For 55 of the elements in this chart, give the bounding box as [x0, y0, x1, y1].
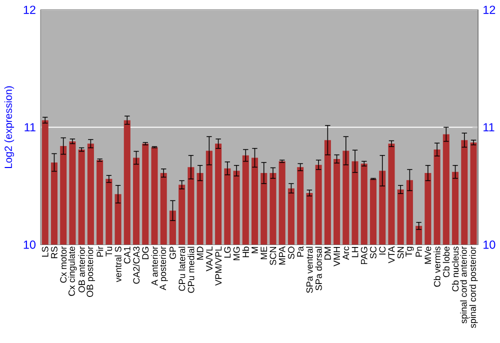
- x-tick-label: SCN: [270, 247, 276, 266]
- x-tick-label: IC: [379, 246, 386, 255]
- x-tick-label: CPu medial: [188, 247, 194, 294]
- x-tick-label: Cb nucleus: [452, 246, 459, 292]
- y-tick-label: 11: [24, 123, 36, 132]
- x-tick-label: Cb lobe: [442, 246, 450, 278]
- x-tick-label: Pa: [297, 246, 304, 257]
- x-tick-label: RS: [51, 246, 58, 258]
- x-tick-label: CA2/CA3: [132, 246, 140, 284]
- y2-tick-label: 12: [484, 6, 496, 14]
- x-tick-label: Cb vermis: [434, 246, 440, 287]
- x-tick-label: LH: [352, 247, 358, 258]
- x-tick-label: spinal cord anterior: [460, 246, 469, 324]
- x-tick-label: ME: [260, 246, 268, 260]
- x-tick-label: Tg: [406, 247, 414, 257]
- x-tick-label: Arc: [342, 246, 350, 260]
- x-tick-label: LG: [224, 247, 231, 258]
- x-tick-label: MD: [196, 246, 204, 260]
- x-tick-label: MVe: [424, 246, 432, 264]
- y-tick-label: 10: [24, 240, 36, 250]
- y-tick-label: 12: [24, 6, 36, 14]
- x-tick-label: SN: [397, 247, 404, 259]
- x-tick-label: VPM/VPL: [214, 246, 222, 286]
- x-tick-label: SO: [288, 246, 294, 260]
- x-tick-label: PAG: [360, 247, 368, 264]
- x-tick-label: VTA: [388, 246, 395, 264]
- y2-tick-label: 10: [484, 240, 496, 250]
- x-tick-label: CPu lateral: [178, 247, 186, 292]
- x-tick-label: LS: [42, 246, 48, 257]
- x-tick-label: Pir: [96, 246, 104, 257]
- x-tick-label: OB posterior: [86, 246, 95, 298]
- x-tick-label: Cx cingulate: [68, 246, 77, 296]
- x-tick-label: Pn: [416, 247, 422, 257]
- x-tick-label: A posterior: [159, 246, 168, 290]
- x-tick-label: SPa ventral: [306, 247, 313, 294]
- x-tick-label: CA1: [124, 246, 130, 264]
- x-tick-label: VA/VL: [206, 246, 213, 272]
- x-tick-label: ventral S: [114, 246, 122, 282]
- x-tick-label: GP: [170, 246, 176, 260]
- x-tick-label: Hb: [242, 246, 249, 258]
- x-tick-label: spinal cord posterior: [469, 246, 478, 328]
- x-tick-label: DG: [142, 247, 149, 260]
- x-tick-label: MG: [233, 247, 240, 260]
- x-tick-label: SPa dorsal: [315, 247, 322, 291]
- x-tick-label: A anterior: [151, 246, 158, 286]
- x-tick-label: SC: [370, 246, 376, 259]
- y2-tick-label: 11: [484, 123, 494, 132]
- x-tick-label: MPA: [278, 246, 286, 265]
- x-tick-label: Tu: [106, 247, 112, 257]
- x-tick-label: M: [252, 247, 258, 254]
- x-tick-label: Cx motor: [60, 246, 67, 283]
- x-tick-label: VMH: [334, 247, 340, 267]
- x-tick-label: OB anterior: [78, 246, 85, 293]
- x-tick-label: DM: [324, 247, 331, 260]
- y-axis-title: Log2 (expression): [4, 86, 14, 168]
